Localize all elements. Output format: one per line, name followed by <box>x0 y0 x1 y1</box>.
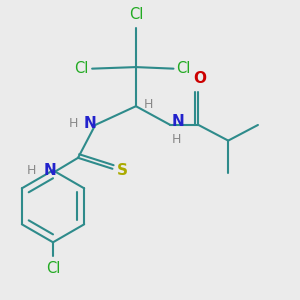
Text: H: H <box>69 117 78 130</box>
Text: N: N <box>44 163 56 178</box>
Text: O: O <box>194 71 207 86</box>
Text: S: S <box>117 163 128 178</box>
Text: H: H <box>172 133 181 146</box>
Text: Cl: Cl <box>46 261 60 276</box>
Text: N: N <box>84 116 97 131</box>
Text: N: N <box>172 114 185 129</box>
Text: Cl: Cl <box>177 61 191 76</box>
Text: H: H <box>27 164 36 177</box>
Text: H: H <box>144 98 153 111</box>
Text: Cl: Cl <box>129 8 143 22</box>
Text: Cl: Cl <box>75 61 89 76</box>
